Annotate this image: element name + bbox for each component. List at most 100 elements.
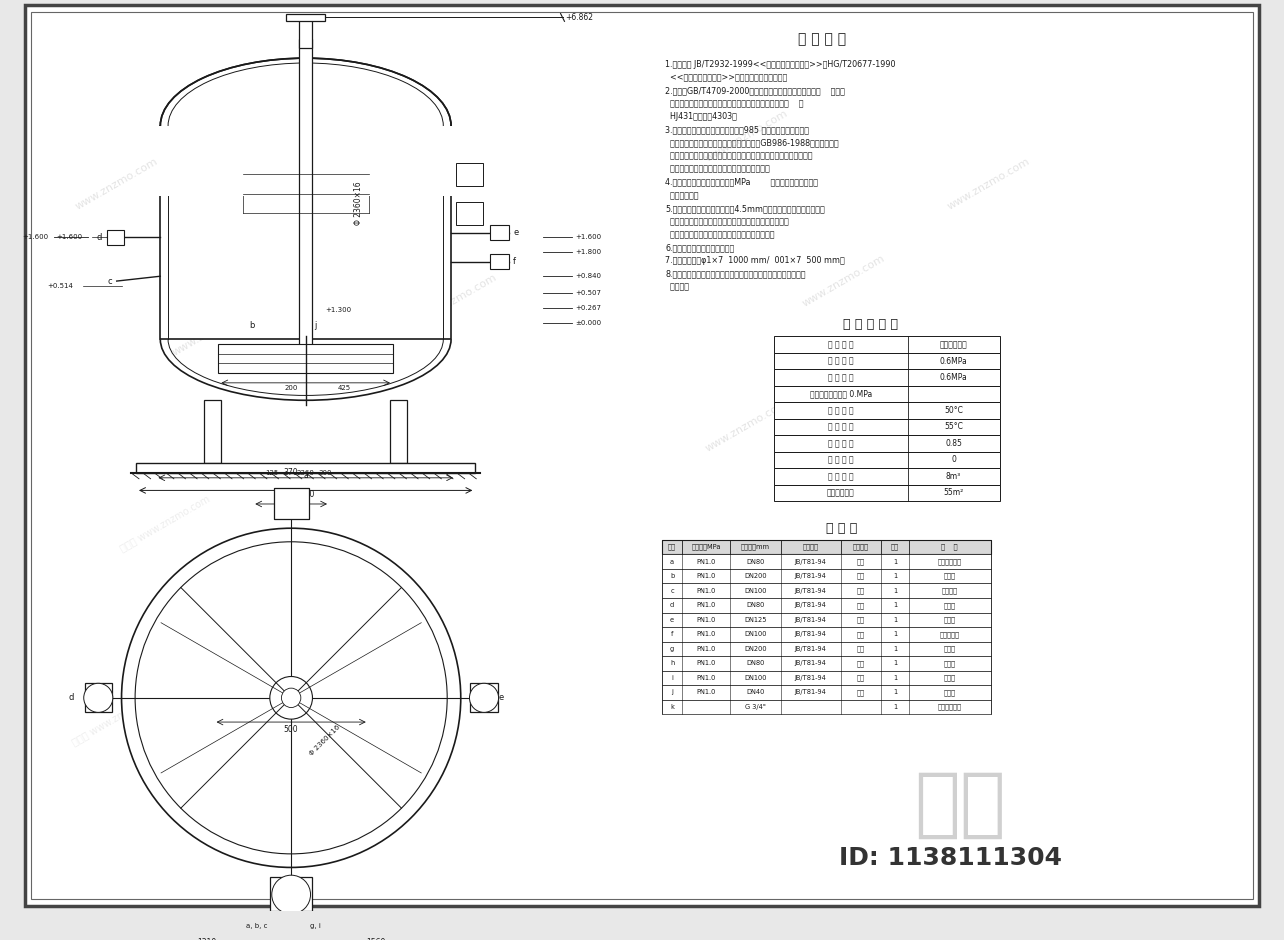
Text: h=: h= [465, 211, 475, 216]
Text: <<橡胶衬里化工设备>>进行制造、试验和验收；: <<橡胶衬里化工设备>>进行制造、试验和验收； [665, 73, 787, 82]
Text: 1.本设备按 JB/T2932-1999<<水处理设备技术条件>>及HG/T20677-1990: 1.本设备按 JB/T2932-1999<<水处理设备技术条件>>及HG/T20… [665, 60, 896, 70]
Text: 连接标准: 连接标准 [802, 544, 819, 551]
Text: DN80: DN80 [746, 558, 764, 565]
Bar [774, 485, 1000, 501]
Text: h: h [670, 661, 674, 666]
Text: d: d [670, 603, 674, 608]
Text: 1560: 1560 [366, 938, 385, 940]
Text: 1: 1 [892, 646, 898, 651]
Text: e: e [499, 694, 505, 702]
Bar [218, 344, 393, 373]
Text: +0.507: +0.507 [575, 290, 601, 296]
Bar [774, 402, 1000, 418]
Text: 1: 1 [892, 617, 898, 623]
Text: e: e [514, 228, 519, 237]
Bar [470, 683, 498, 713]
Bar [774, 385, 1000, 402]
Text: f: f [514, 258, 516, 266]
Text: 密封形式: 密封形式 [853, 544, 869, 551]
Bar [774, 352, 1000, 369]
Text: ID: 1138111304: ID: 1138111304 [838, 846, 1062, 870]
Text: 工 作 压 力: 工 作 压 力 [828, 373, 854, 382]
Bar [774, 468, 1000, 485]
Text: 55°C: 55°C [944, 422, 963, 431]
Text: JB/T81-94: JB/T81-94 [795, 617, 827, 623]
Text: JB/T81-94: JB/T81-94 [795, 675, 827, 681]
Text: 50°C: 50°C [944, 406, 963, 415]
Text: b: b [249, 321, 256, 330]
Text: 55m²: 55m² [944, 489, 964, 497]
Text: 排水口: 排水口 [944, 675, 955, 682]
Text: 反洗排水口: 反洗排水口 [940, 631, 959, 637]
Bar [663, 555, 991, 569]
Text: +1.800: +1.800 [575, 249, 601, 255]
Circle shape [135, 541, 447, 854]
Circle shape [281, 688, 300, 708]
Text: 平面: 平面 [856, 689, 865, 696]
Bar [136, 463, 475, 473]
Bar [286, 13, 325, 22]
Text: www.znzmo.com: www.znzmo.com [946, 156, 1032, 212]
Text: j: j [672, 690, 673, 696]
Text: 0.6MPa: 0.6MPa [940, 373, 967, 382]
Text: 3.焊接接头型式及尺寸除图中注明的985 氩气焊、手工电弧焊及: 3.焊接接头型式及尺寸除图中注明的985 氩气焊、手工电弧焊及 [665, 126, 809, 134]
Text: +6.862: +6.862 [565, 13, 593, 22]
Text: 公称压力MPa: 公称压力MPa [691, 544, 720, 551]
Text: g, i: g, i [309, 922, 321, 929]
Text: PN1.0: PN1.0 [696, 617, 715, 623]
Text: 设 计 温 度: 设 计 温 度 [828, 406, 854, 415]
Text: i: i [672, 675, 673, 681]
Text: 6.管口方位及支座板本俯视图；: 6.管口方位及支座板本俯视图； [665, 243, 734, 252]
Text: Φ 2360×16: Φ 2360×16 [354, 181, 363, 226]
Text: HJ431焊条采用4303；: HJ431焊条采用4303； [665, 113, 737, 121]
Text: 中排口: 中排口 [944, 617, 955, 623]
Text: www.znzmo.com: www.znzmo.com [171, 302, 257, 357]
Text: 孔板所侧最大压差 0.MPa: 孔板所侧最大压差 0.MPa [809, 389, 872, 399]
Text: 技 术 要 求: 技 术 要 求 [799, 32, 846, 46]
Bar [774, 435, 1000, 451]
Text: 200: 200 [285, 384, 298, 391]
Text: c: c [670, 588, 674, 594]
Text: 单层衬胶面积: 单层衬胶面积 [827, 489, 855, 497]
Text: PN1.0: PN1.0 [696, 558, 715, 565]
Text: 坡口的基本形式和尺寸》中规定选用，角焊缝的焊角尺寸按较薄板的: 坡口的基本形式和尺寸》中规定选用，角焊缝的焊角尺寸按较薄板的 [665, 151, 813, 161]
Text: DN100: DN100 [745, 675, 767, 681]
Bar [774, 337, 1000, 352]
Text: 管 口 表: 管 口 表 [826, 522, 858, 535]
Text: +0.840: +0.840 [575, 274, 601, 279]
Text: b: b [670, 573, 674, 579]
Text: 前，表面需经砂砂处理达一级标准，衬胶后查电阻不低于: 前，表面需经砂砂处理达一级标准，衬胶后查电阻不低于 [665, 217, 788, 227]
Text: 用    途: 用 途 [941, 544, 958, 551]
Bar [774, 369, 1000, 385]
Bar [663, 613, 991, 627]
Bar [663, 584, 991, 598]
Text: +0.514: +0.514 [48, 283, 73, 289]
Text: 腐 蚀 裕 量: 腐 蚀 裕 量 [828, 455, 854, 464]
Text: 气体保护焊焊缝坡口的基本形式与尺寸）、GB986-1988《埋弧焊焊缝: 气体保护焊焊缝坡口的基本形式与尺寸）、GB986-1988《埋弧焊焊缝 [665, 138, 838, 148]
Bar [160, 126, 451, 339]
Bar [663, 685, 991, 699]
Text: d: d [68, 694, 73, 702]
Text: DN100: DN100 [745, 632, 767, 637]
Text: 出水口: 出水口 [944, 646, 955, 652]
Bar [663, 642, 991, 656]
Text: 平面: 平面 [856, 675, 865, 682]
Text: 下用高频电火花检测仪检查，不得产生剧烈火花；: 下用高频电火花检测仪检查，不得产生剧烈火花； [665, 230, 774, 239]
Text: 工 作 温 度: 工 作 温 度 [828, 422, 854, 431]
Text: 平面: 平面 [856, 558, 865, 565]
Text: www.znzmo.com: www.znzmo.com [704, 399, 790, 454]
Text: 1: 1 [892, 573, 898, 579]
Text: +0.267: +0.267 [575, 306, 601, 311]
Text: PN1.0: PN1.0 [696, 646, 715, 651]
Text: +1.300: +1.300 [325, 307, 352, 313]
Text: 425: 425 [338, 384, 351, 391]
Bar [273, 488, 308, 519]
Bar [85, 683, 112, 713]
Text: 代号: 代号 [668, 544, 677, 551]
Text: 平面: 平面 [856, 646, 865, 652]
Text: a: a [303, 471, 308, 479]
Text: JB/T81-94: JB/T81-94 [795, 646, 827, 651]
Text: DN200: DN200 [745, 646, 767, 651]
Text: PN1.0: PN1.0 [696, 675, 715, 681]
Bar [663, 540, 991, 555]
